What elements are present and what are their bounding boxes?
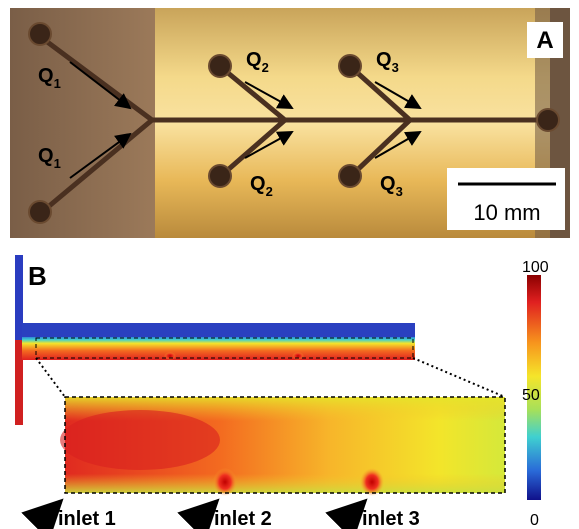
- colorbar-tick-label: 50: [522, 387, 540, 404]
- inlet-label: inlet 2: [214, 508, 272, 529]
- flow-symbol: Q: [376, 49, 392, 71]
- inlet-label: inlet 3: [362, 508, 420, 529]
- flow-index: 1: [54, 76, 61, 91]
- flow-symbol: Q: [250, 173, 266, 195]
- flow-index: 3: [392, 60, 399, 75]
- flow-symbol: Q: [38, 65, 54, 87]
- scale-bar-label: 10 mm: [473, 200, 540, 225]
- panel-label: A: [536, 27, 553, 54]
- flow-index: 3: [396, 184, 403, 199]
- colorbar-tick-label: 0: [530, 512, 539, 529]
- figure: Q1Q1Q2Q2Q3Q3 A 10 mm B inlet 1 inlet 2 i…: [0, 0, 579, 529]
- panel-label: B: [28, 261, 47, 291]
- flow-symbol: Q: [38, 145, 54, 167]
- colorbar-tick-label: 100: [522, 259, 549, 276]
- inlet-label: inlet 1: [58, 508, 116, 529]
- flow-index: 1: [54, 156, 61, 171]
- simulation: B inlet 1 inlet 2 inlet 3 100 50 0: [15, 255, 549, 529]
- flow-index: 2: [266, 184, 273, 199]
- flow-symbol: Q: [380, 173, 396, 195]
- flow-index: 2: [262, 60, 269, 75]
- flow-symbol: Q: [246, 49, 262, 71]
